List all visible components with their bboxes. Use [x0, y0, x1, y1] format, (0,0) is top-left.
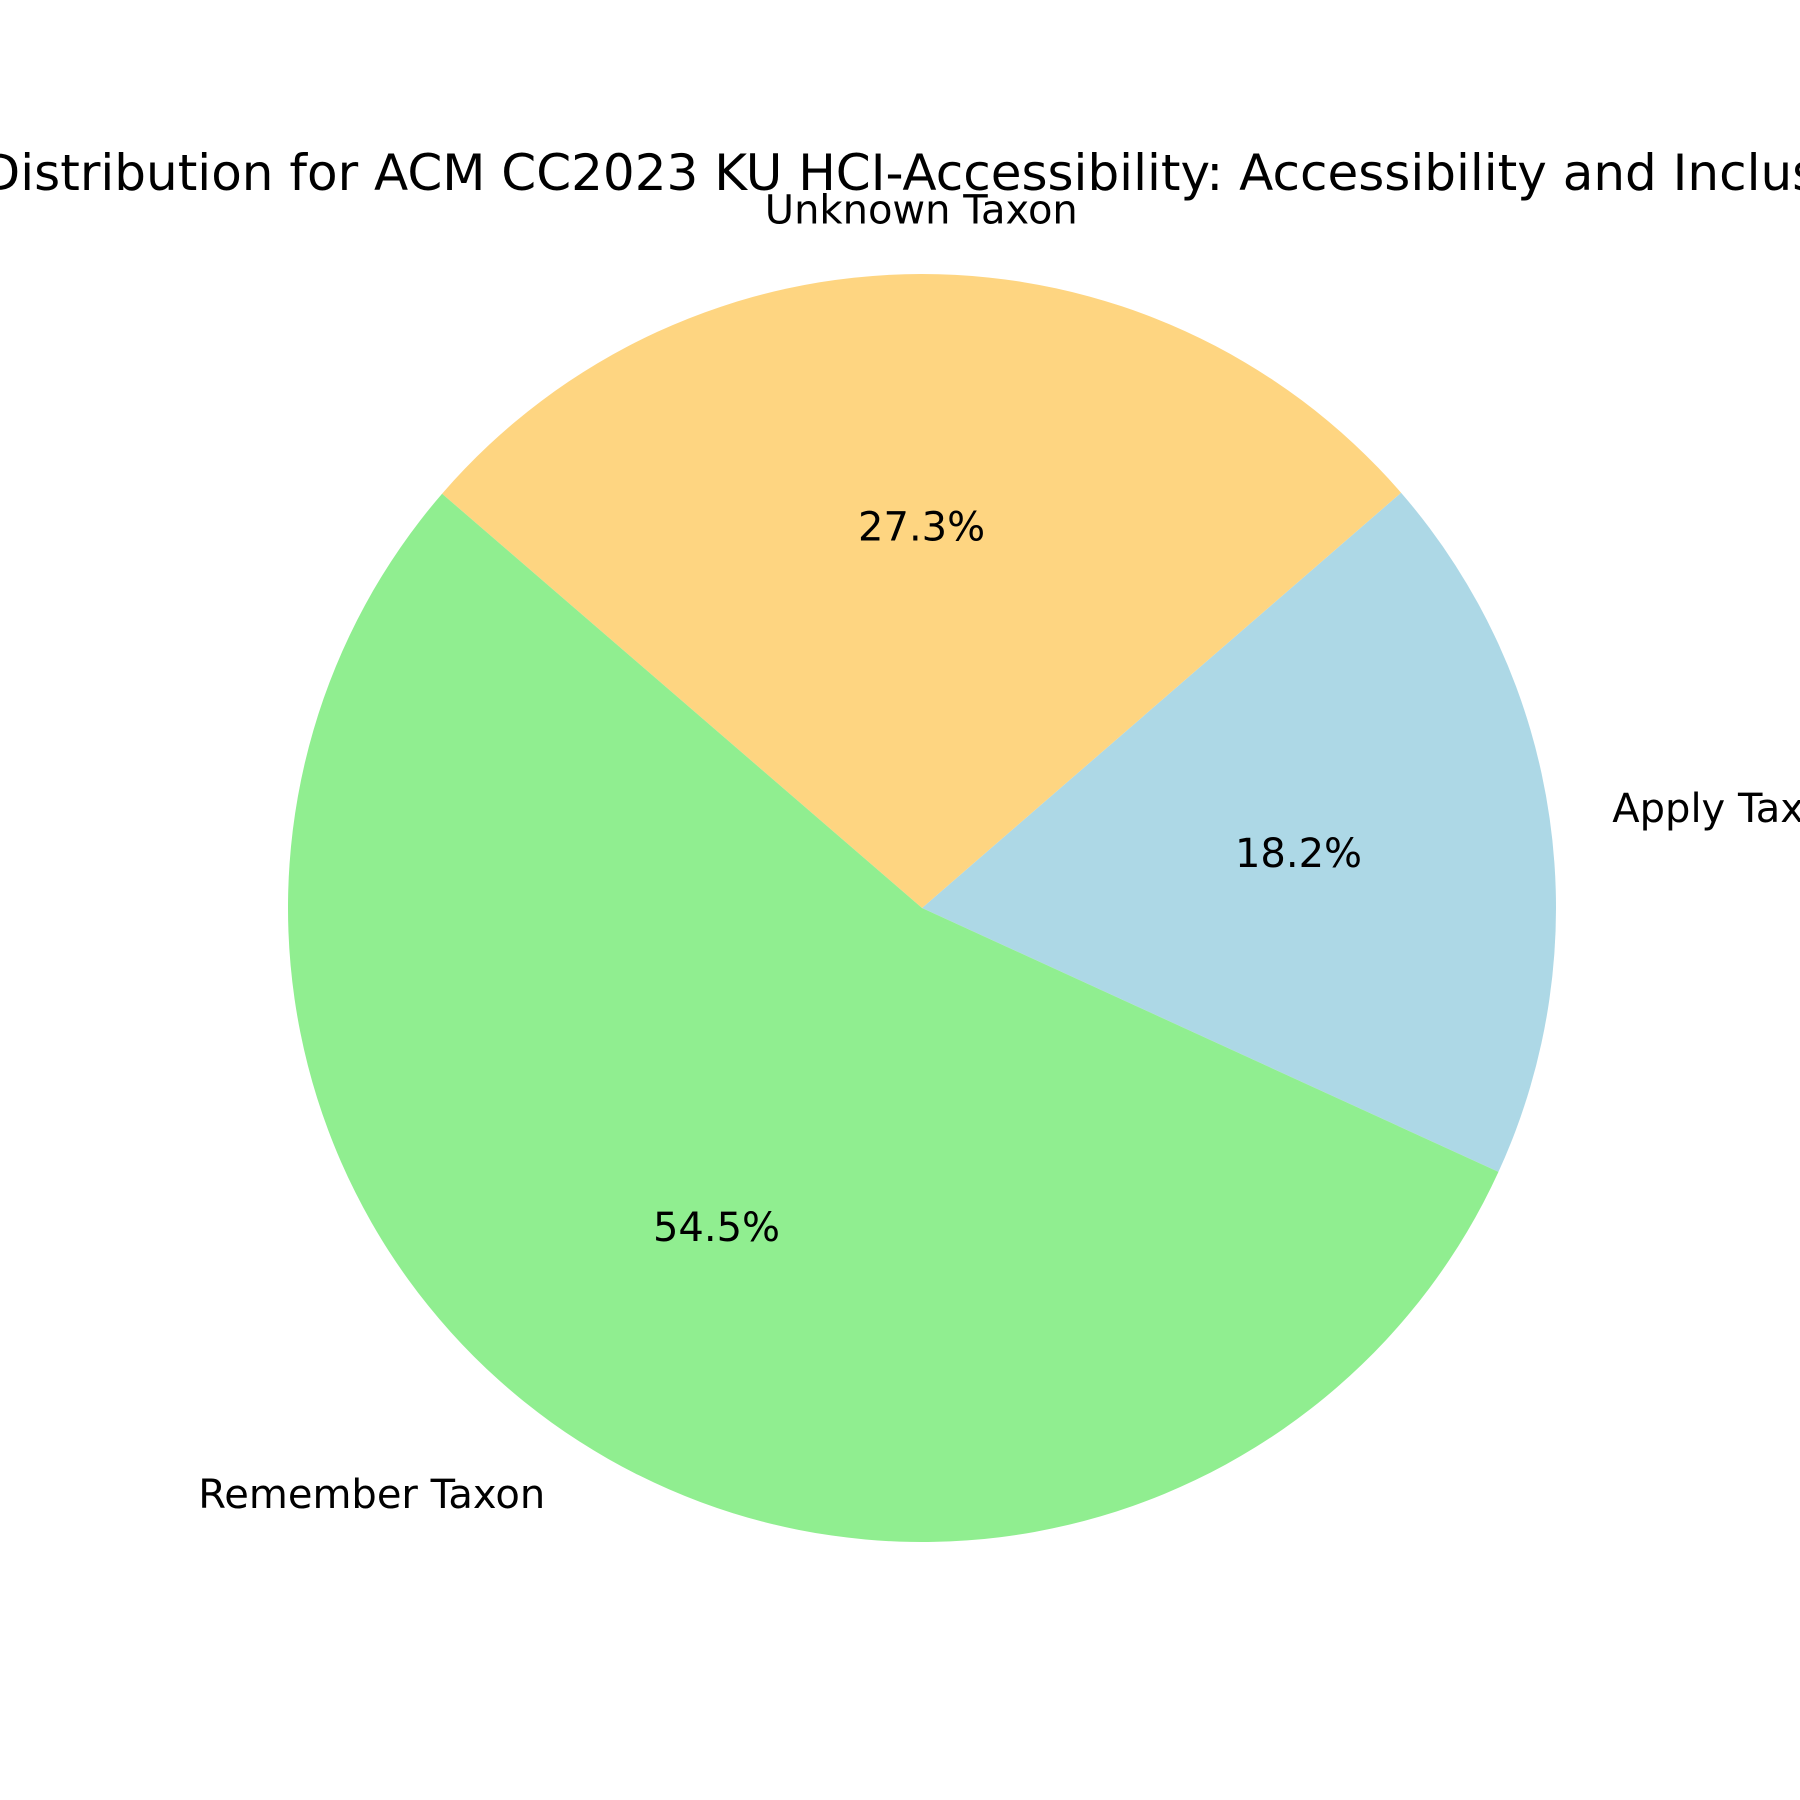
pie-slices: [288, 274, 1557, 1543]
slice-label: Unknown Taxon: [765, 188, 1078, 234]
pie-labels: Apply Tax 18.2% Unknown Taxon 27.3% Remember…: [198, 188, 1800, 1518]
slice-label: Apply Tax: [1612, 786, 1800, 832]
chart-title: Distribution for ACM CC2023 KU HCI-Acces…: [0, 144, 1800, 202]
slice-label: Remember Taxon: [198, 1472, 545, 1518]
slice-percent-label: 18.2%: [1235, 831, 1362, 877]
pie-slice-remember-taxon: [288, 493, 1499, 1543]
pie-slice-apply-tax: [922, 492, 1557, 1172]
pie-slice-unknown-taxon: [442, 274, 1402, 909]
slice-percent-label: 54.5%: [653, 1205, 780, 1251]
slice-percent-label: 27.3%: [858, 505, 985, 551]
